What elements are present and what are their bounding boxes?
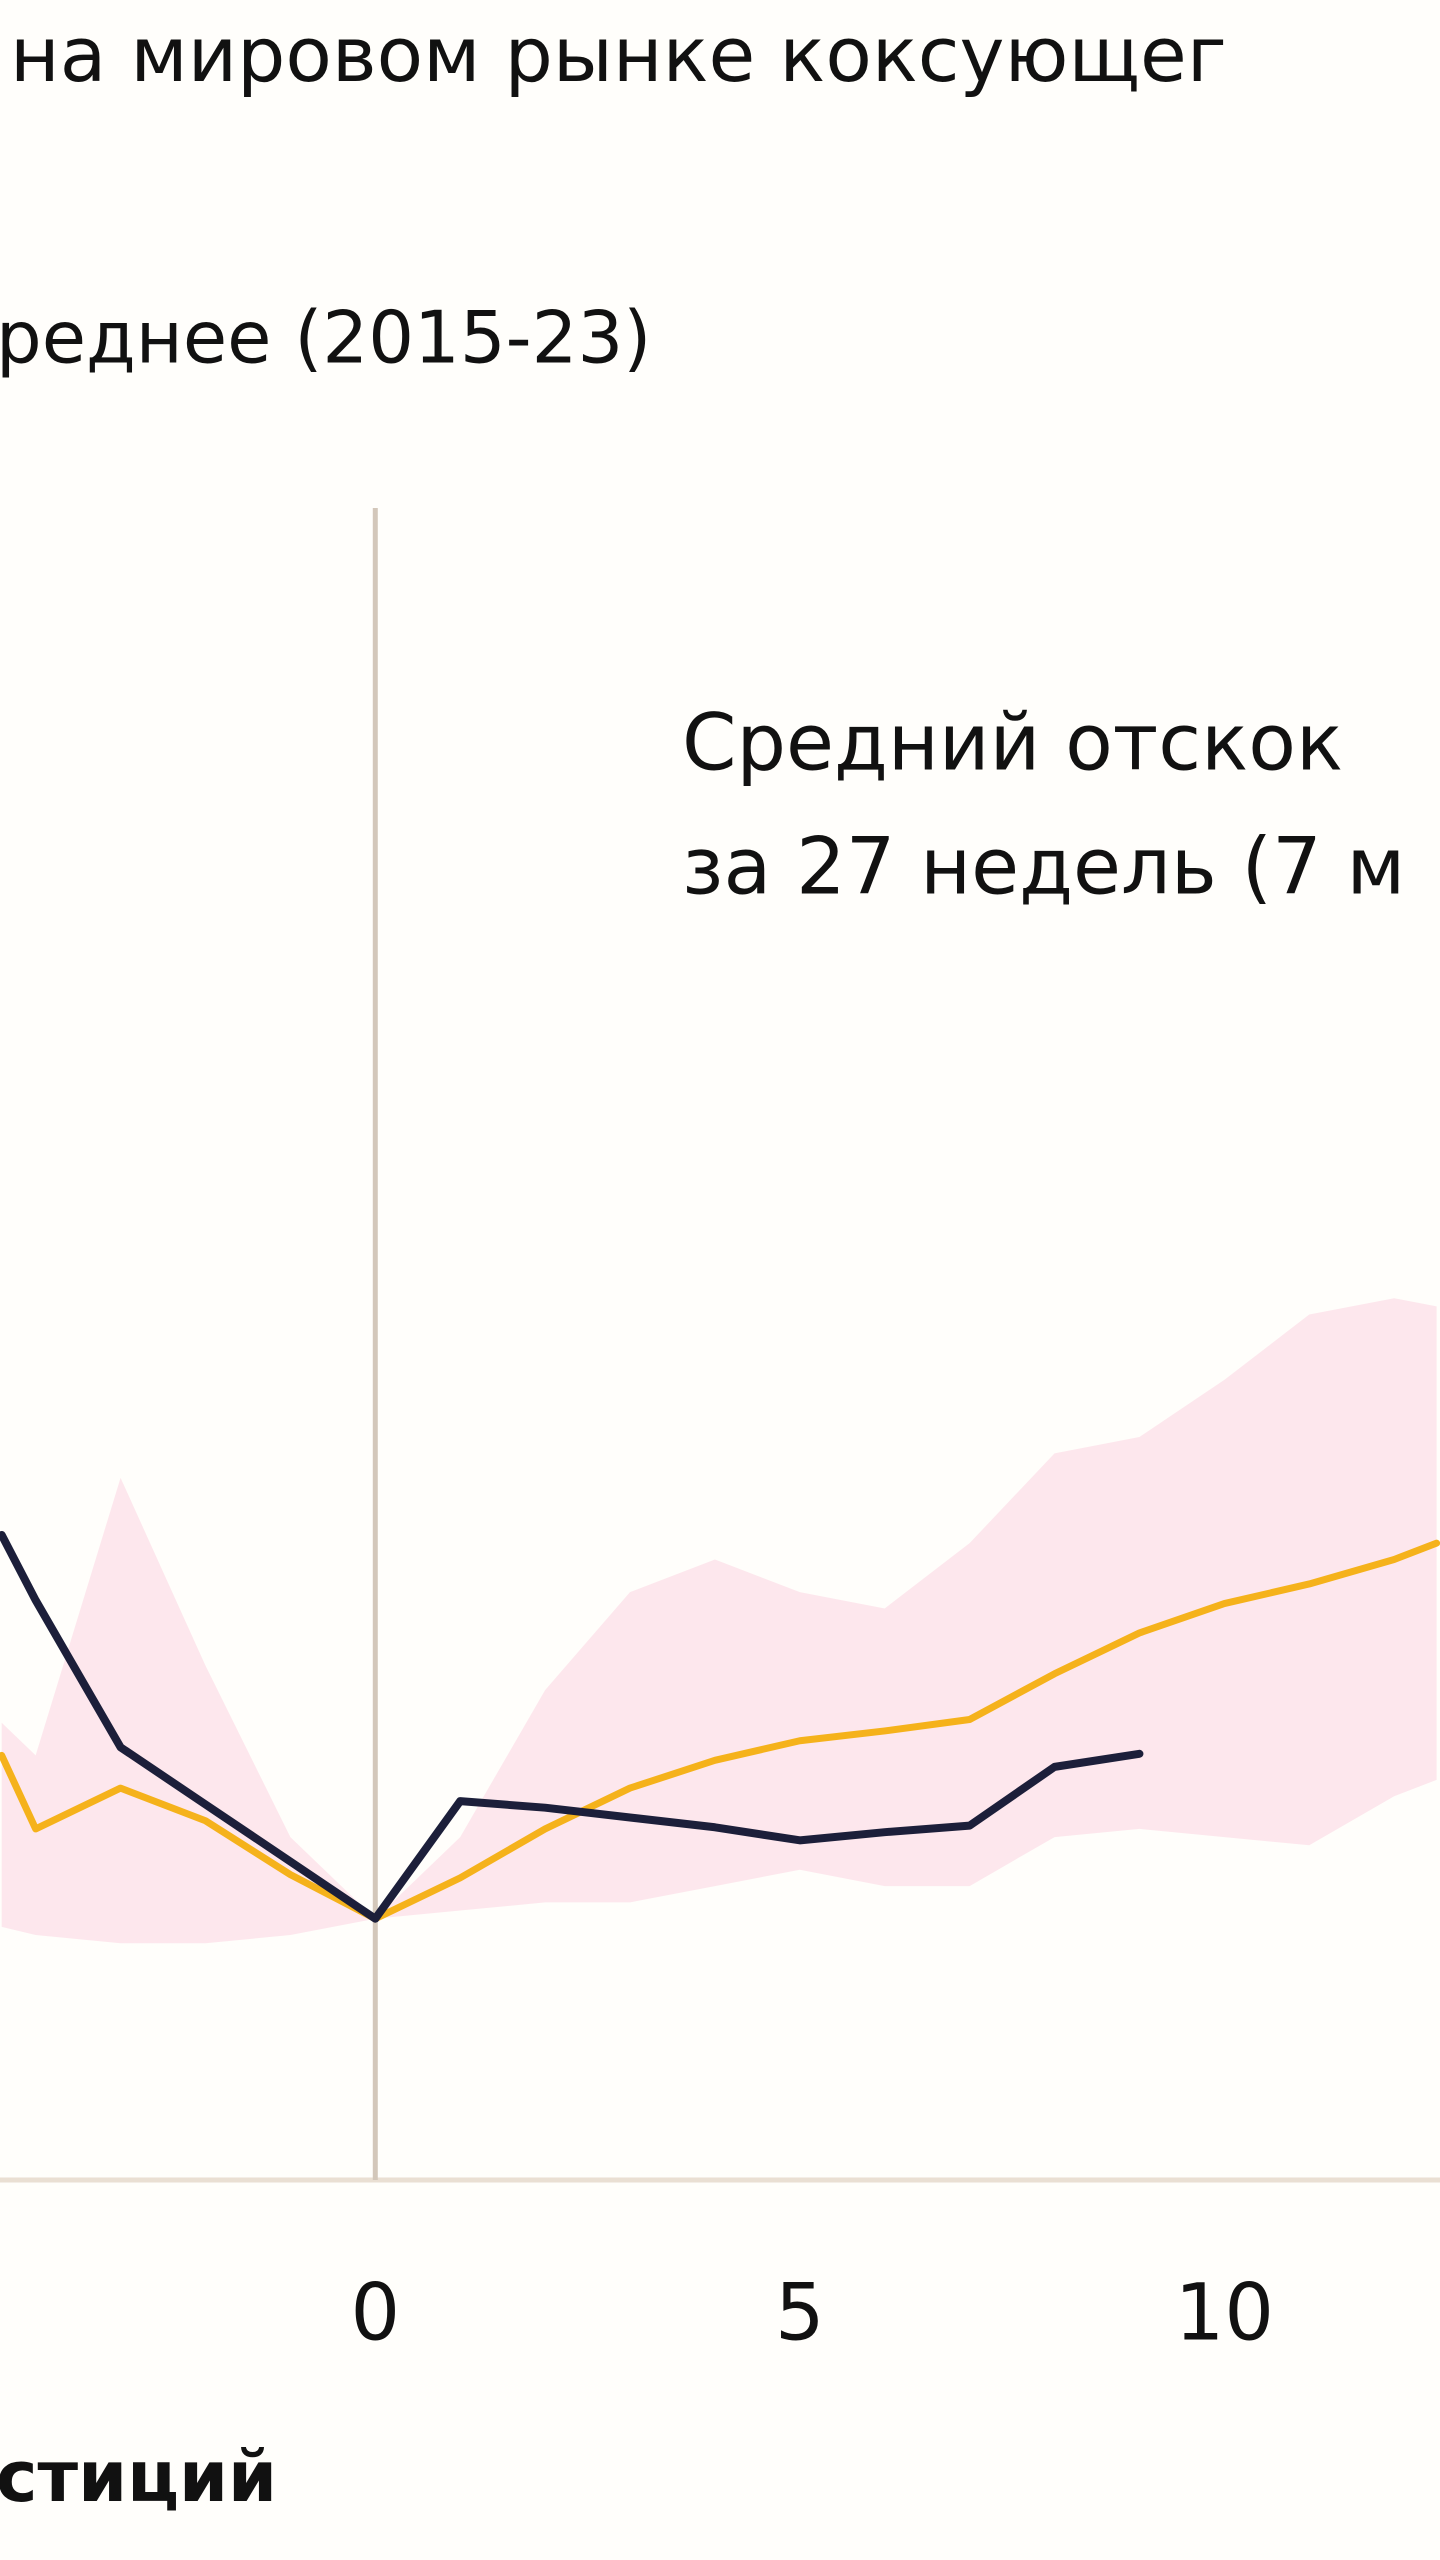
chart-subtitle: реднее (2015-23) [0, 296, 651, 380]
chart-title: на мировом рынке коксующег [10, 10, 1227, 99]
x-tick-label: 0 [350, 2268, 400, 2358]
annotation: Средний отскок [682, 698, 1343, 788]
x-axis-label: стиций [0, 2436, 277, 2518]
x-tick-label: 5 [775, 2268, 825, 2358]
band [1, 1298, 1437, 1944]
annotation: за 27 недель (7 м [682, 822, 1405, 912]
x-tick-label: 10 [1175, 2268, 1274, 2358]
line [0, 1539, 1440, 1923]
line [0, 1530, 1144, 1923]
